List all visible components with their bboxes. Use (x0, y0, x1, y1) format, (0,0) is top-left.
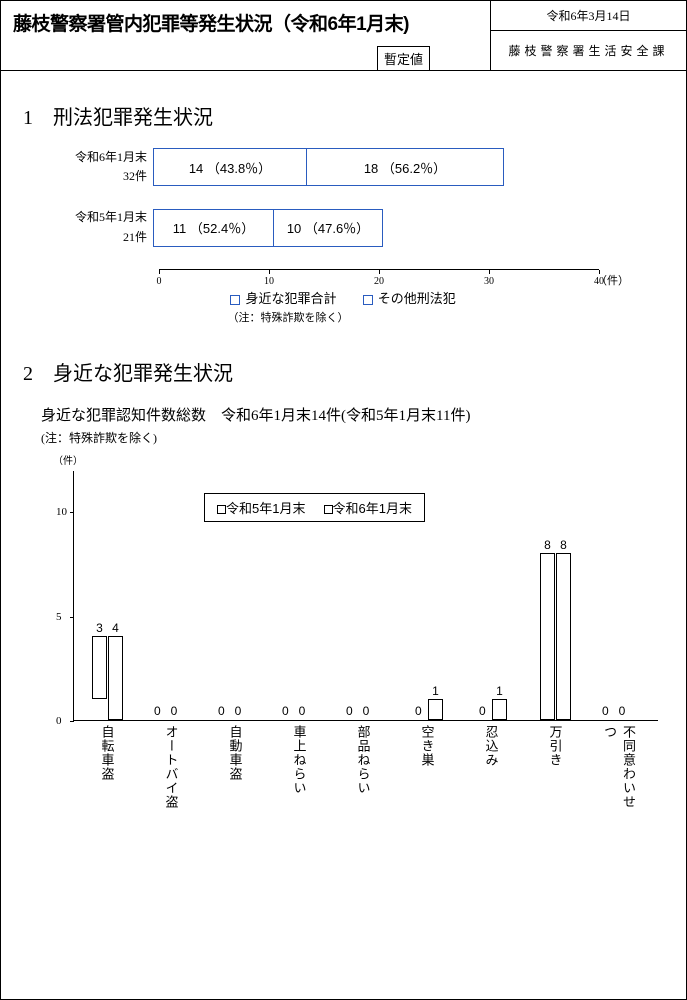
content: 1 刑法犯罪発生状況 令和6年1月末32件14 （43.8％）18 （56.2％… (1, 71, 686, 831)
chart1-row: 令和5年1月末21件11 （52.4％）10 （47.6％） (63, 208, 623, 246)
section2-note: (注：特殊詐欺を除く) (41, 429, 664, 446)
bar: 3 (92, 636, 107, 699)
bar: 1 (492, 699, 507, 720)
chart1-row-label: 令和5年1月末21件 (63, 208, 153, 246)
bar-value: 8 (544, 538, 551, 552)
header-right: 令和6年3月14日 藤枝警察署生活安全課 (491, 1, 686, 70)
bar-group: 88 (540, 553, 571, 720)
legend-box-icon (217, 505, 226, 514)
chart1: 令和6年1月末32件14 （43.8％）18 （56.2％）令和5年1月末21件… (63, 148, 623, 325)
bar-value: 1 (432, 684, 439, 698)
x-tick-label: 不同意わいせつ (600, 725, 638, 821)
header-left: 藤枝警察署管内犯罪等発生状況（令和6年1月末) 暫定値 (1, 1, 491, 70)
x-tick-label: 車上ねらい (290, 725, 309, 795)
bar: 8 (556, 553, 571, 720)
bar-value: 0 (479, 704, 486, 718)
x-tick-label: 万引き (546, 725, 565, 767)
chart1-segment: 14 （43.8％） (153, 148, 307, 186)
section1-title: 1 刑法犯罪発生状況 (23, 101, 664, 130)
bar-group: 34 (92, 636, 123, 719)
chart2-xlabels: 自転車盗 オートバイ盗 自動車盗 車上ねらい 部品ねらい 空き巣 忍込み 万引き 不同意わいせつ (73, 721, 658, 821)
bar-value: 1 (496, 684, 503, 698)
chart1-axis: 010203040（件） (159, 269, 623, 270)
header: 藤枝警察署管内犯罪等発生状況（令和6年1月末) 暫定値 令和6年3月14日 藤枝… (1, 1, 686, 71)
bar-value-zero: 0 0 (218, 704, 241, 718)
bar: 4 (108, 636, 123, 719)
chart2-legend: 令和5年1月末 令和6年1月末 (204, 493, 425, 522)
axis-tick-label: 0 (157, 276, 162, 287)
chart1-bars: 11 （52.4％）10 （47.6％） (153, 209, 382, 247)
bar-value: 0 (415, 704, 422, 718)
header-date: 令和6年3月14日 (491, 1, 686, 31)
bar-value: 4 (112, 621, 119, 635)
s2-title: 身近な犯罪発生状況 (53, 363, 233, 385)
section2-unit: （件） (53, 452, 664, 467)
x-tick-label: 自動車盗 (226, 725, 245, 781)
x-tick-label: オートバイ盗 (162, 725, 181, 809)
bar-value: 3 (96, 621, 103, 635)
axis-tick-label: 10 (264, 276, 274, 287)
bar-value: 8 (560, 538, 567, 552)
chart1-segment: 10 （47.6％） (273, 209, 383, 247)
bar-value-zero: 0 0 (602, 704, 625, 718)
chart1-legend-note: （注：特殊詐欺を除く） (0, 309, 623, 325)
provisional-tag: 暫定値 (377, 46, 430, 71)
header-dept: 藤枝警察署生活安全課 (491, 31, 686, 70)
chart1-segment: 11 （52.4％） (153, 209, 274, 247)
chart2: 令和5年1月末 令和6年1月末 0510340 00 00 00 0101088… (53, 471, 658, 821)
chart1-segment: 18 （56.2％） (306, 148, 504, 186)
chart1-row: 令和6年1月末32件14 （43.8％）18 （56.2％） (63, 148, 623, 186)
bar-value-zero: 0 0 (154, 704, 177, 718)
y-tick-label: 0 (56, 715, 62, 727)
s1-title: 刑法犯罪発生状況 (53, 107, 213, 129)
legend-s2: 令和6年1月末 (333, 501, 412, 516)
axis-unit: （件） (596, 272, 629, 288)
x-tick-label: 自転車盗 (98, 725, 117, 781)
x-tick-label: 空き巣 (418, 725, 437, 767)
x-tick-label: 忍込み (482, 725, 501, 767)
chart2-plot: 令和5年1月末 令和6年1月末 0510340 00 00 00 0101088… (73, 471, 658, 721)
chart1-bars: 14 （43.8％）18 （56.2％） (153, 148, 503, 186)
y-tick-label: 10 (56, 506, 67, 518)
section2-title: 2 身近な犯罪発生状況 (23, 357, 664, 386)
bar: 1 (428, 699, 443, 720)
chart1-row-label: 令和6年1月末32件 (63, 148, 153, 186)
bar: 8 (540, 553, 555, 720)
s2-num: 2 (23, 363, 33, 385)
section2-subtitle: 身近な犯罪認知件数総数 令和6年1月末14件(令和5年1月末11件) (41, 404, 664, 425)
x-tick-label: 部品ねらい (354, 725, 373, 795)
axis-tick-label: 30 (484, 276, 494, 287)
bar-value-zero: 0 0 (282, 704, 305, 718)
bar-value-zero: 0 0 (346, 704, 369, 718)
legend-box-icon (324, 505, 333, 514)
s1-num: 1 (23, 107, 33, 129)
axis-tick-label: 20 (374, 276, 384, 287)
page-title: 藤枝警察署管内犯罪等発生状況（令和6年1月末) (13, 9, 478, 36)
chart1-legend: 身近な犯罪合計 その他刑法犯 (63, 288, 623, 307)
page: 藤枝警察署管内犯罪等発生状況（令和6年1月末) 暫定値 令和6年3月14日 藤枝… (0, 0, 687, 1000)
y-tick-label: 5 (56, 611, 62, 623)
legend-s1: 令和5年1月末 (226, 501, 305, 516)
